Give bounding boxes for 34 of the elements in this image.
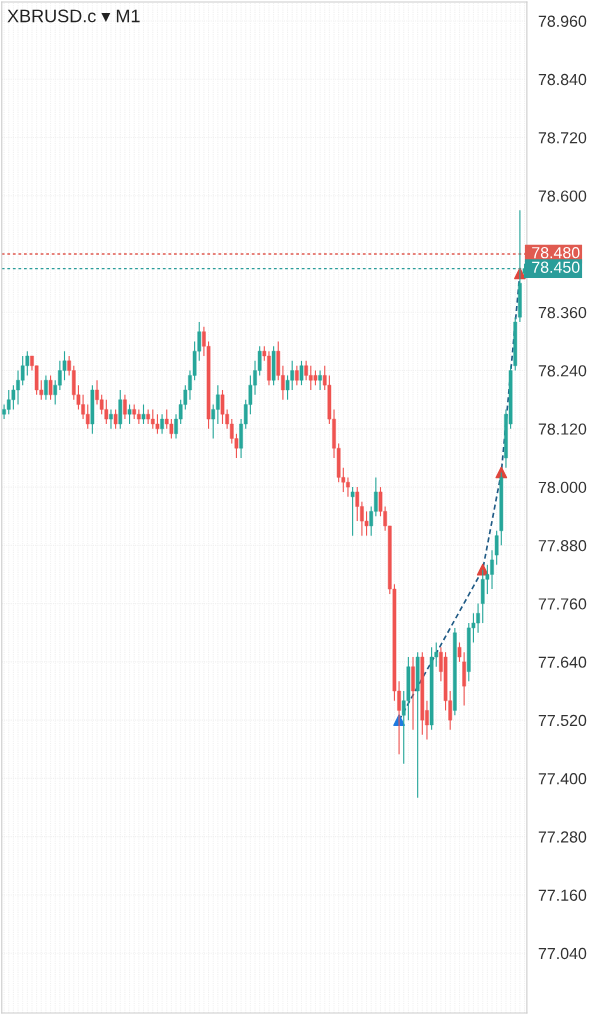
chart-title: XBRUSD.c ▾ M1 bbox=[7, 9, 140, 23]
candlestick bbox=[299, 360, 304, 386]
y-tick-label: 78.960 bbox=[538, 15, 587, 27]
y-tick-label: 78.720 bbox=[538, 132, 587, 144]
y-tick-label: 77.760 bbox=[538, 598, 587, 610]
candlestick bbox=[220, 389, 225, 425]
candlestick bbox=[318, 370, 322, 391]
candlestick bbox=[285, 374, 290, 401]
y-tick-label: 77.640 bbox=[538, 656, 587, 668]
y-tick-label: 78.360 bbox=[538, 306, 587, 319]
y-tick-label: 77.880 bbox=[538, 539, 587, 552]
y-tick-label: 78.240 bbox=[538, 365, 587, 377]
y-tick-label: 77.520 bbox=[538, 714, 587, 727]
candlestick bbox=[127, 403, 132, 425]
ref-line-label: 78.480 bbox=[532, 247, 580, 259]
ref-line-label: 78.450 bbox=[532, 261, 580, 273]
candlestick bbox=[155, 413, 160, 435]
candlestick bbox=[44, 374, 48, 401]
candlestick bbox=[109, 408, 113, 430]
candlestick bbox=[350, 486, 355, 537]
y-tick-label: 77.280 bbox=[538, 831, 587, 843]
y-tick-label: 77.400 bbox=[538, 773, 587, 785]
y-tick-label: 78.000 bbox=[538, 481, 587, 494]
candlestick bbox=[160, 413, 164, 435]
y-tick-label: 77.160 bbox=[538, 889, 587, 901]
candlestick bbox=[113, 408, 118, 430]
y-tick-label: 78.600 bbox=[538, 190, 587, 202]
y-tick-label: 78.840 bbox=[538, 73, 587, 86]
candlestick bbox=[123, 394, 127, 420]
candlestick bbox=[295, 365, 299, 386]
candlestick bbox=[48, 374, 53, 401]
y-tick-label: 78.120 bbox=[538, 423, 587, 435]
candlestick bbox=[141, 403, 146, 425]
y-tick-label: 77.040 bbox=[538, 947, 587, 960]
